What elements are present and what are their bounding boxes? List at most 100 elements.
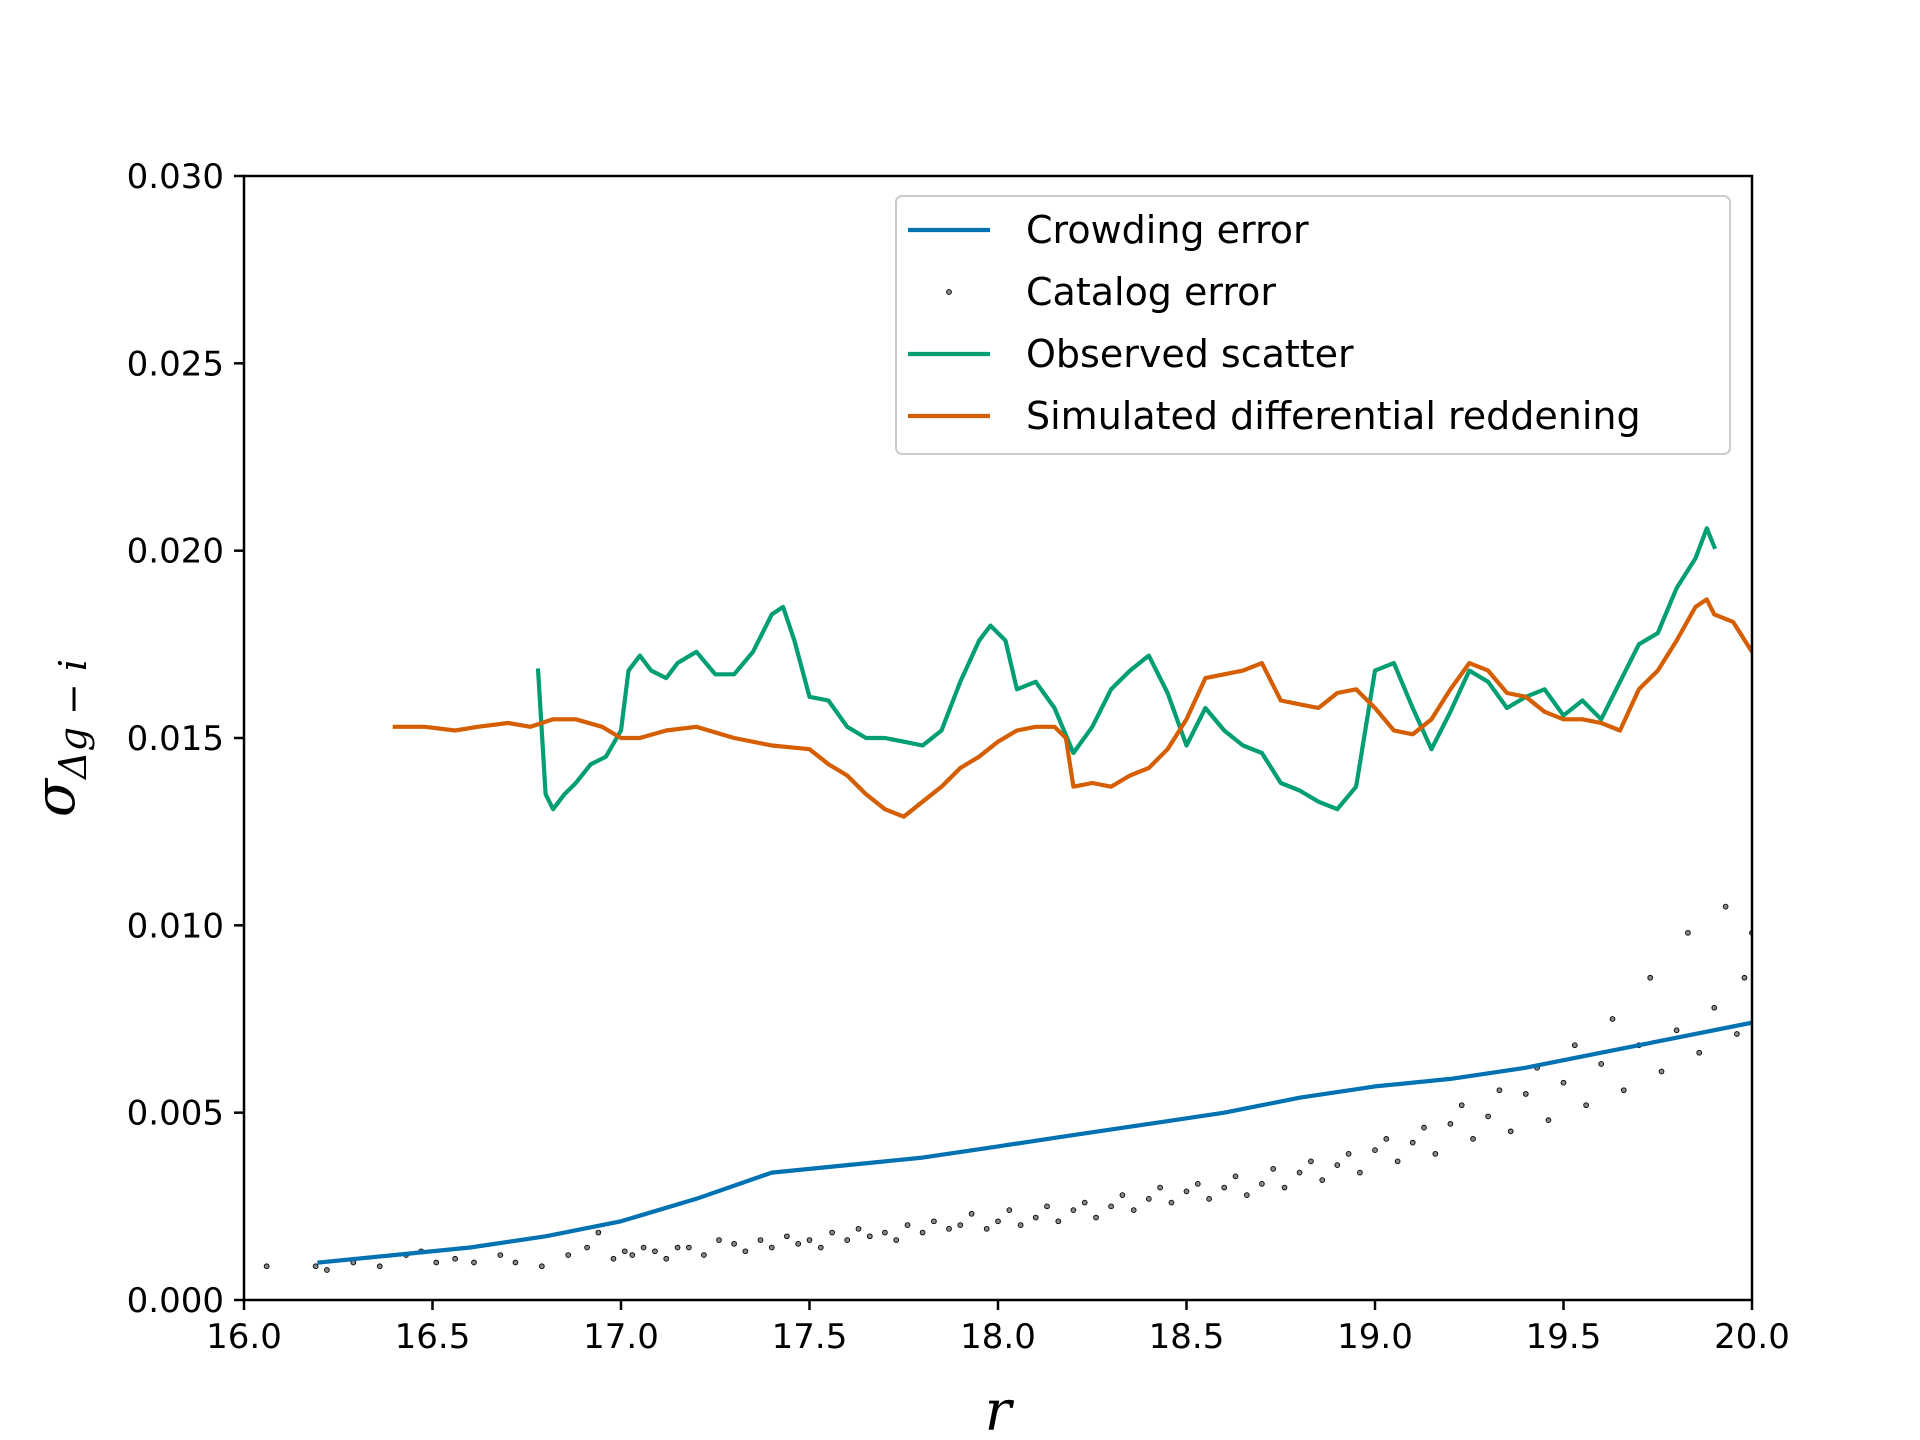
catalog-error-point (1357, 1169, 1363, 1176)
catalog-error-point (1571, 1042, 1578, 1049)
catalog-error-point (1108, 1203, 1114, 1210)
catalog-error-point (1383, 1136, 1390, 1142)
catalog-error-point (640, 1244, 647, 1251)
x-axis-title: r (985, 1379, 1015, 1440)
catalog-error-point (1055, 1218, 1062, 1225)
catalog-error-point (742, 1248, 749, 1255)
catalog-error-point (1507, 1128, 1514, 1135)
catalog-error-point (1647, 974, 1654, 981)
catalog-error-point (1496, 1087, 1503, 1094)
catalog-error-point (1658, 1068, 1665, 1075)
simulated-series-line (392, 597, 1752, 819)
catalog-error-point (686, 1244, 692, 1251)
catalog-error-point (452, 1255, 458, 1262)
catalog-error-point (1157, 1184, 1163, 1191)
legend-label-observed: Observed scatter (1026, 332, 1354, 376)
catalog-error-point (584, 1244, 590, 1251)
x-tick-label: 16.5 (395, 1317, 471, 1357)
catalog-error-point (1006, 1207, 1013, 1213)
catalog-error-point (312, 1263, 319, 1270)
catalog-error-point (1017, 1222, 1024, 1228)
catalog-error-point (1470, 1136, 1476, 1142)
catalog-error-point (1711, 1004, 1718, 1011)
legend-items: Crowding error Catalog error Observed scat… (908, 208, 1641, 438)
catalog-error-point (1281, 1184, 1288, 1191)
catalog-error-point (768, 1244, 775, 1251)
catalog-error-point (1545, 1117, 1552, 1124)
catalog-error-point (1194, 1181, 1201, 1187)
catalog-error-point (1119, 1192, 1126, 1198)
legend: Crowding error Catalog error Observed scat… (895, 195, 1731, 455)
legend-label-catalog: Catalog error (1026, 270, 1276, 314)
catalog-error-point (1372, 1147, 1378, 1153)
y-axis-title-subscript: Δg − i (51, 659, 95, 781)
x-tick-label: 17.5 (772, 1317, 848, 1357)
catalog-error-point (844, 1237, 851, 1243)
catalog-error-point (497, 1252, 504, 1258)
catalog-error-point (931, 1218, 937, 1225)
catalog-error-point (855, 1225, 862, 1232)
catalog-error-point (1741, 974, 1748, 981)
catalog-error-point (1447, 1121, 1454, 1127)
catalog-error-point (1432, 1151, 1439, 1157)
catalog-error-point (1583, 1102, 1589, 1109)
catalog-error-point (1070, 1207, 1077, 1213)
crowding-series-line (317, 1020, 1752, 1265)
catalog-error-point (829, 1229, 835, 1236)
x-tick-label: 18.0 (960, 1317, 1036, 1357)
y-axis-title: σΔg − i (23, 659, 95, 817)
y-tick-label: 0.025 (127, 344, 224, 384)
x-axis: 16.0 16.5 17.0 17.5 18.0 18.5 19.0 19.5 20.0 (206, 1300, 1790, 1357)
catalog-error-point (512, 1259, 519, 1266)
catalog-error-point (1093, 1214, 1099, 1221)
x-tick-label: 18.5 (1149, 1317, 1225, 1357)
catalog-error-point (1560, 1079, 1567, 1086)
x-tick-label: 20.0 (1714, 1317, 1790, 1357)
catalog-error-point (1722, 903, 1729, 910)
y-axis-title-symbol: σ (23, 777, 88, 817)
catalog-error-point (701, 1252, 707, 1258)
series-layer (263, 526, 1752, 1273)
catalog-error-point (1609, 1016, 1616, 1022)
legend-swatch-catalog (946, 289, 952, 295)
legend-label-simulated: Simulated differential reddening (1026, 394, 1641, 438)
catalog-error-point (806, 1237, 813, 1243)
x-tick-label: 16.0 (206, 1317, 282, 1357)
catalog-error-point (610, 1255, 617, 1262)
y-tick-label: 0.030 (127, 157, 224, 197)
catalog-error-point (652, 1248, 658, 1255)
catalog-error-point (1685, 929, 1691, 936)
catalog-error-point (1598, 1061, 1605, 1067)
catalog-error-point (957, 1222, 964, 1228)
catalog-error-point (1485, 1113, 1491, 1120)
catalog-error-point (1259, 1181, 1265, 1187)
catalog-error-point (882, 1229, 888, 1236)
catalog-error-point (784, 1233, 790, 1240)
catalog-error-point (1458, 1102, 1465, 1109)
catalog-error-point (968, 1210, 975, 1217)
catalog-error-point (1308, 1158, 1314, 1165)
catalog-error-point (1232, 1173, 1239, 1180)
catalog-error-point (1130, 1207, 1137, 1213)
x-tick-label: 17.0 (583, 1317, 659, 1357)
catalog-error-point (893, 1237, 900, 1243)
catalog-error-point (595, 1229, 602, 1236)
catalog-error-point (757, 1237, 764, 1243)
catalog-error-point (1270, 1166, 1277, 1172)
catalog-error-point (716, 1237, 722, 1243)
catalog-error-point (1183, 1188, 1190, 1195)
y-tick-label: 0.015 (127, 719, 224, 759)
legend-label-crowding: Crowding error (1026, 208, 1309, 252)
catalog-error-point (1145, 1195, 1152, 1202)
catalog-error-point (471, 1259, 477, 1266)
catalog-error-point (674, 1244, 681, 1251)
catalog-error-point (1522, 1091, 1529, 1097)
y-tick-label: 0.010 (127, 906, 224, 946)
catalog-error-point (731, 1240, 737, 1247)
catalog-error-point (1206, 1195, 1212, 1202)
catalog-error-point (904, 1222, 911, 1228)
catalog-error-point (1673, 1027, 1680, 1034)
catalog-error-point (1620, 1087, 1627, 1094)
observed-series-line (535, 526, 1718, 812)
